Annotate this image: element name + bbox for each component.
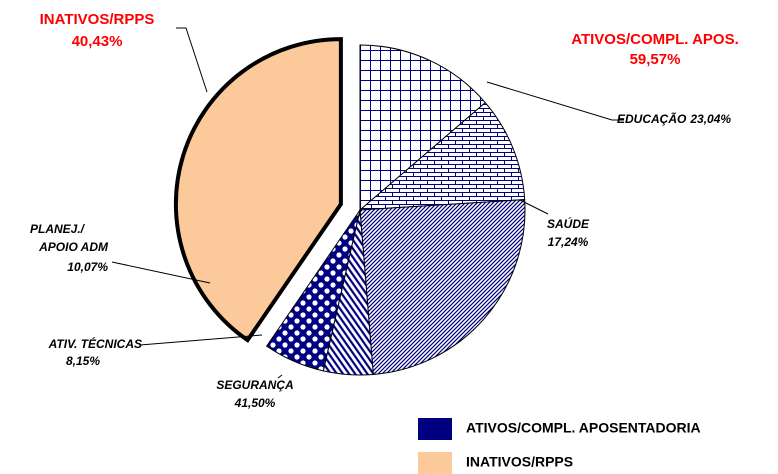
leader-line <box>277 374 283 379</box>
leader-line <box>519 199 549 215</box>
category-label: ATIV. TÉCNICAS <box>48 336 142 351</box>
category-label: EDUCAÇÃO 23,04% <box>617 111 731 126</box>
slice-value-label: 40,43% <box>72 33 123 50</box>
legend-swatch <box>418 452 452 474</box>
legend-swatch <box>418 418 452 440</box>
label-line: PLANEJ./ <box>30 222 86 236</box>
leader-line <box>486 81 624 121</box>
pie-slice <box>359 199 526 376</box>
pie <box>173 37 526 376</box>
value-label: 8,15% <box>66 354 100 368</box>
pie-slice <box>173 37 343 343</box>
leader-line <box>176 27 208 93</box>
value-label: 17,24% <box>548 235 589 249</box>
legend-label: ATIVOS/COMPL. APOSENTADORIA <box>466 420 701 436</box>
labels: ATIVOS/COMPL. APOS. 59,57% INATIVOS/RPPS 40… <box>30 11 739 474</box>
slice-label: INATIVOS/RPPS <box>40 11 155 28</box>
label-line: APOIO ADM <box>38 240 109 254</box>
leader-line <box>139 334 263 346</box>
pie-slice <box>359 44 487 212</box>
slice-label: ATIVOS/COMPL. APOS. <box>571 31 739 48</box>
value-label: 41,50% <box>234 396 276 410</box>
legend-label: INATIVOS/RPPS <box>466 454 573 470</box>
pie-slice <box>265 209 361 372</box>
category-label: PLANEJ./ APOIO ADM <box>30 222 109 254</box>
category-label: SEGURANÇA <box>216 378 293 392</box>
category-label: SAÚDE <box>547 216 590 231</box>
value-label: 10,07% <box>67 260 108 274</box>
category-name: EDUCAÇÃO <box>617 111 687 126</box>
slice-value-label: 59,57% <box>630 51 681 68</box>
value-label: 23,04% <box>689 112 731 126</box>
leader-line <box>111 261 211 284</box>
pie-slice <box>358 101 526 211</box>
